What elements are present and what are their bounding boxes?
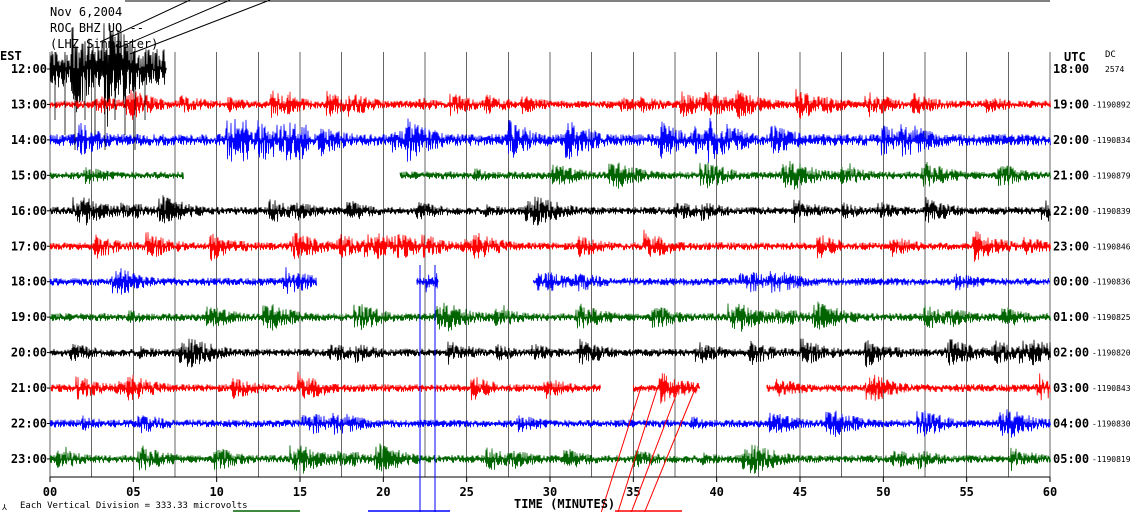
offscale-red-line [644, 384, 698, 513]
est-hour-label: 13:00 [11, 97, 47, 111]
seismic-trace [49, 371, 601, 401]
header-station: ROC BHZ UO -- [50, 21, 144, 35]
footer-note: Each Vertical Division = 333.33 microvol… [20, 501, 248, 511]
utc-hour-label: 04:00 [1053, 417, 1089, 431]
utc-hour-label: 18:00 [1053, 62, 1089, 76]
x-tick-label: 40 [709, 485, 723, 499]
dc-offset-value: -1190846 [1092, 242, 1130, 251]
seismic-trace [49, 338, 1051, 368]
grid-layer [49, 52, 1051, 478]
est-hour-label: 15:00 [11, 168, 47, 182]
seismic-trace [49, 195, 1051, 226]
seismic-trace [49, 301, 1051, 332]
utc-hour-label: 19:00 [1053, 97, 1089, 111]
dc-offset-value: -1190819 [1092, 455, 1130, 464]
offscale-red-line [617, 384, 659, 513]
dc-offset-value: -1190843 [1092, 384, 1130, 393]
leader-line [117, 0, 231, 49]
seismic-trace [49, 88, 1051, 120]
dc-offset-value: -1190820 [1092, 349, 1130, 358]
seismic-trace [49, 229, 1051, 262]
dc-offset-value: -1190836 [1092, 278, 1130, 287]
est-hour-label: 12:00 [11, 62, 47, 76]
offscale-red-line [630, 384, 681, 513]
x-tick-label: 50 [876, 485, 890, 499]
utc-hour-label: 00:00 [1053, 275, 1089, 289]
utc-label: UTC [1064, 50, 1086, 64]
offscale-red-line [600, 384, 643, 513]
seismic-trace [399, 161, 1051, 190]
utc-hour-label: 22:00 [1053, 204, 1089, 218]
x-tick-label: 25 [459, 485, 473, 499]
seismic-trace [49, 443, 1051, 474]
utc-hour-label: 03:00 [1053, 381, 1089, 395]
utc-hour-label: 21:00 [1053, 168, 1089, 182]
est-hour-label: 16:00 [11, 204, 47, 218]
corner-mark: ⅄ [1, 503, 7, 512]
leader-line [129, 0, 271, 55]
utc-hour-label: 02:00 [1053, 346, 1089, 360]
seismic-trace [49, 117, 1051, 163]
dc-offset-value: -1190825 [1092, 313, 1130, 322]
seismic-trace [632, 373, 701, 404]
est-hour-label: 21:00 [11, 381, 47, 395]
x-axis-title: TIME (MINUTES) [514, 497, 615, 511]
est-hour-label: 20:00 [11, 346, 47, 360]
dc-offset-value: -1190834 [1092, 136, 1130, 145]
est-hour-label: 19:00 [11, 310, 47, 324]
x-tick-label: 60 [1043, 485, 1057, 499]
leader-line [99, 0, 191, 43]
utc-hour-label: 05:00 [1053, 452, 1089, 466]
seismic-trace [49, 167, 184, 185]
x-tick-label: 30 [543, 485, 557, 499]
est-hour-label: 23:00 [11, 452, 47, 466]
est-hour-label: 17:00 [11, 239, 47, 253]
x-tick-label: 35 [626, 485, 640, 499]
seismic-trace [766, 373, 1051, 401]
dc-offset-value: 2574 [1105, 65, 1124, 74]
x-tick-label: 05 [126, 485, 140, 499]
dc-offset-value: -1190879 [1092, 171, 1130, 180]
dc-label: DC [1105, 50, 1116, 60]
utc-hour-label: 01:00 [1053, 310, 1089, 324]
x-tick-label: 55 [959, 485, 973, 499]
est-hour-label: 22:00 [11, 417, 47, 431]
seismic-trace [532, 271, 1051, 293]
utc-hour-label: 20:00 [1053, 133, 1089, 147]
seismic-trace [49, 267, 317, 295]
x-tick-label: 20 [376, 485, 390, 499]
trace-layer [49, 23, 1051, 474]
x-tick-label: 10 [209, 485, 223, 499]
dc-offset-value: -1190830 [1092, 420, 1130, 429]
dc-offset-value: -1190839 [1092, 207, 1130, 216]
est-label: EST [0, 49, 22, 63]
est-hour-label: 14:00 [11, 133, 47, 147]
x-tick-label-layer: 00 05 10 15 20 25 30 35 40 45 50 55 60 [43, 477, 1057, 499]
dc-offset-value: -1190892 [1092, 100, 1130, 109]
x-tick-label: 00 [43, 485, 57, 499]
overlay-layer [54, 52, 698, 513]
est-hour-label: 18:00 [11, 275, 47, 289]
seismic-trace [49, 23, 167, 127]
x-tick-label: 45 [793, 485, 807, 499]
header-date: Nov 6,2004 [50, 5, 122, 19]
utc-hour-label: 23:00 [1053, 239, 1089, 253]
seismic-trace [49, 409, 1051, 438]
x-tick-label: 15 [293, 485, 307, 499]
